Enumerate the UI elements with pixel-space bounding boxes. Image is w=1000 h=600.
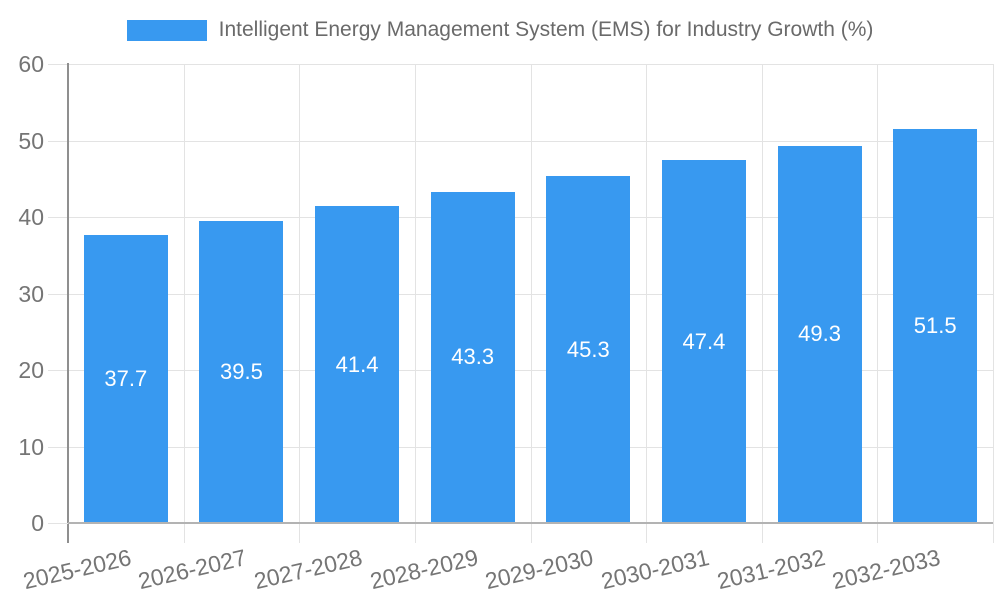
y-tick-label: 50 — [18, 127, 44, 154]
x-tick-label: 2028-2029 — [367, 544, 481, 595]
bar-value-label: 39.5 — [220, 358, 263, 384]
bar[interactable] — [777, 145, 862, 522]
x-gridline — [877, 64, 879, 523]
legend-item[interactable]: Intelligent Energy Management System (EM… — [126, 18, 874, 42]
x-tick-label: 2031-2032 — [714, 544, 828, 595]
y-tick-label: 40 — [18, 204, 44, 230]
bar-value-label: 41.4 — [335, 351, 379, 377]
x-gridline — [761, 64, 763, 523]
bar-value-label: 37.7 — [104, 365, 148, 391]
bar-value-label: 49.3 — [798, 321, 841, 347]
y-tick — [48, 217, 68, 218]
y-tick-label: 0 — [31, 510, 44, 536]
y-tick-label: 30 — [18, 280, 44, 307]
x-tick-label: 2027-2028 — [251, 544, 365, 595]
legend-swatch-icon — [126, 19, 207, 41]
x-tick-label: 2029-2030 — [482, 544, 596, 595]
bar[interactable] — [315, 206, 400, 522]
bar[interactable] — [83, 234, 168, 522]
x-gridline — [414, 64, 416, 523]
x-gridline — [530, 64, 532, 523]
legend-label: Intelligent Energy Management System (EM… — [218, 18, 874, 41]
y-tick — [48, 64, 68, 65]
bar[interactable] — [430, 191, 515, 522]
x-gridline — [183, 64, 185, 523]
bar[interactable] — [199, 220, 284, 522]
x-tick-label: 2025-2026 — [20, 544, 134, 595]
x-gridline — [646, 64, 648, 523]
y-tick-label: 60 — [18, 51, 44, 77]
y-tick — [48, 140, 68, 142]
x-tick — [646, 523, 648, 543]
legend: Intelligent Energy Management System (EM… — [0, 18, 1000, 42]
x-tick — [414, 523, 416, 543]
bar-value-label: 47.4 — [682, 328, 726, 354]
y-axis-line — [67, 63, 69, 543]
bar-value-label: 43.3 — [451, 344, 495, 370]
x-tick — [183, 523, 185, 543]
x-tick — [993, 523, 994, 543]
x-axis-line — [68, 522, 993, 524]
x-tick-label: 2032-2033 — [829, 544, 943, 595]
y-tick — [48, 370, 68, 371]
x-axis-zero-stub — [48, 523, 68, 524]
x-tick-label: 2026-2027 — [136, 544, 250, 595]
y-tick-label: 20 — [18, 357, 44, 383]
y-tick — [48, 446, 68, 448]
x-gridline — [299, 64, 301, 523]
y-tick — [48, 293, 68, 295]
x-tick-label: 2030-2031 — [598, 544, 712, 595]
x-gridline — [993, 64, 994, 523]
bar[interactable] — [546, 176, 631, 522]
x-tick — [761, 523, 763, 543]
x-tick — [530, 523, 532, 543]
x-tick — [877, 523, 879, 543]
bar[interactable] — [893, 129, 978, 522]
bar-value-label: 51.5 — [913, 313, 957, 338]
bar-value-label: 45.3 — [566, 336, 610, 362]
x-tick — [299, 523, 301, 543]
y-tick-label: 10 — [18, 433, 44, 460]
bar[interactable] — [661, 160, 746, 522]
